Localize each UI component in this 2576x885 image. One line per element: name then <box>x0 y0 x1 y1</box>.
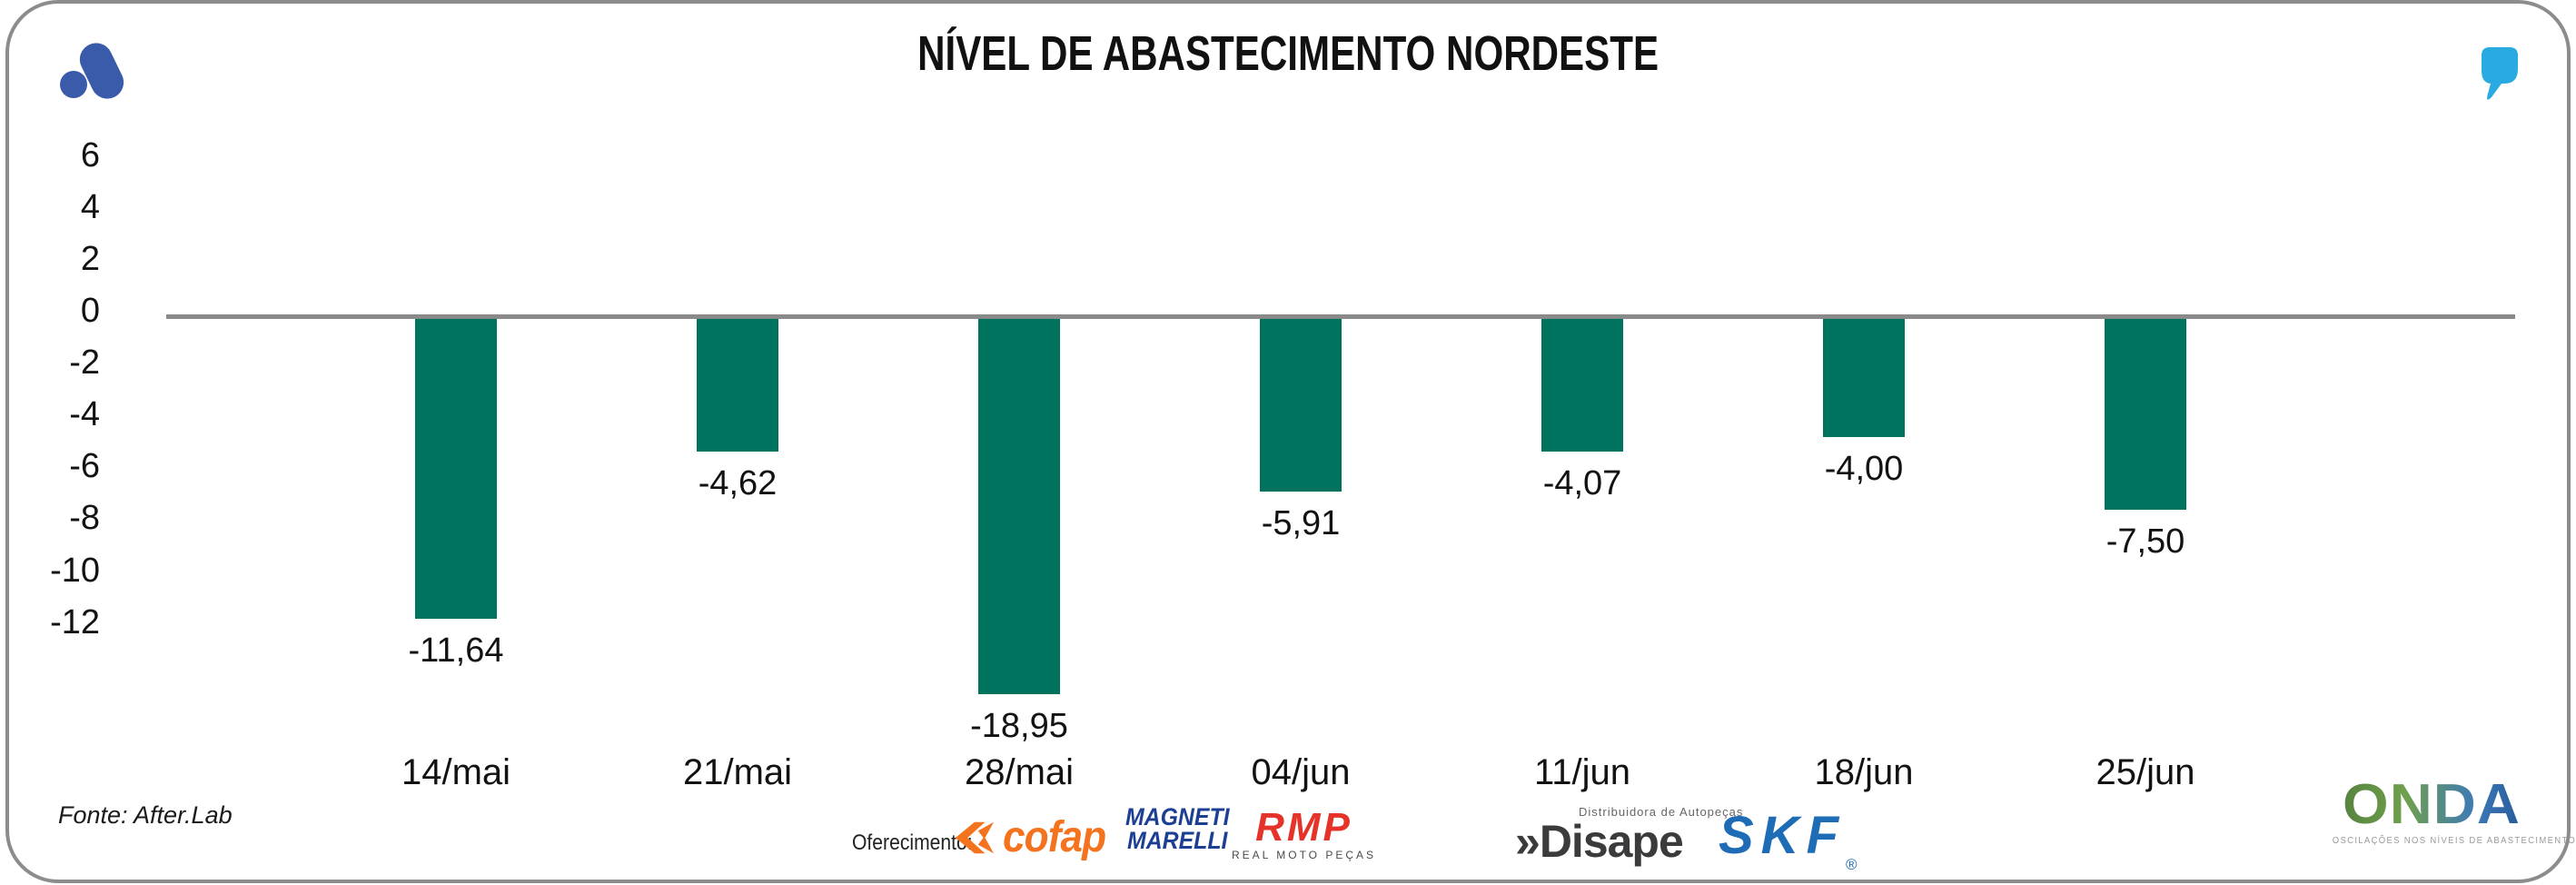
source-note: Fonte: After.Lab <box>58 801 233 829</box>
x-axis-label: 14/mai <box>401 752 511 792</box>
page-title: NÍVEL DE ABASTECIMENTO NORDESTE <box>917 26 1659 81</box>
bar-value-label: -7,50 <box>2105 522 2185 561</box>
disape-logo-text: »Disape <box>1515 819 1743 864</box>
disape-name: Disape <box>1539 816 1684 867</box>
bar-value-label: -5,91 <box>1261 504 1341 542</box>
rmp-logo: RMP REAL MOTO PEÇAS <box>1232 805 1377 862</box>
onda-logo-tagline: OSCILAÇÕES NOS NÍVEIS DE ABASTECIMENTO E… <box>2332 836 2576 846</box>
bar-value-label: -18,95 <box>970 707 1068 745</box>
bar-value-label: -4,62 <box>698 464 778 502</box>
x-axis-label: 25/jun <box>2095 752 2195 792</box>
rmp-logo-subtext: REAL MOTO PEÇAS <box>1232 849 1377 861</box>
bar-value-label: -4,00 <box>1824 450 1904 488</box>
cofap-emblem-icon <box>955 821 995 853</box>
y-axis-tick-label: 4 <box>80 187 100 226</box>
disape-logo: Distribuidora de Autopeças »Disape <box>1515 805 1743 864</box>
bar <box>1260 314 1342 492</box>
x-axis-label: 21/mai <box>682 752 793 792</box>
y-axis-tick-label: -2 <box>69 343 100 383</box>
skf-registered-mark: ® <box>1846 856 1858 873</box>
x-axis-label: 28/mai <box>964 752 1075 792</box>
skf-logo-text: SKF <box>1719 806 1846 865</box>
onda-logo: ONDA OSCILAÇÕES NOS NÍVEIS DE ABASTECIME… <box>2327 777 2576 847</box>
x-axis-label: 04/jun <box>1251 752 1351 792</box>
bar-value-label: -4,07 <box>1542 464 1622 502</box>
card-border <box>5 0 2571 883</box>
x-axis-label: 11/jun <box>1533 752 1630 792</box>
bar-value-label: -11,64 <box>408 631 504 670</box>
bar <box>978 314 1060 694</box>
y-axis-tick-label: 0 <box>80 292 100 330</box>
y-axis-tick-label: -6 <box>69 447 100 486</box>
zero-axis-line <box>166 314 2515 319</box>
rmp-logo-text: RMP <box>1255 805 1352 850</box>
skf-logo: SKF® <box>1719 810 1858 874</box>
bar <box>415 314 497 619</box>
bar <box>697 314 778 452</box>
disape-logo-subtext: Distribuidora de Autopeças <box>1579 805 1744 819</box>
chart-title-wrap: NÍVEL DE ABASTECIMENTO NORDESTE <box>0 25 2576 82</box>
onda-logo-text: ONDA <box>2322 777 2541 833</box>
cofap-logo: cofap <box>952 812 1115 862</box>
y-axis-tick-label: -8 <box>69 499 100 538</box>
disape-chevrons: » <box>1515 816 1541 867</box>
y-axis-tick-label: 6 <box>80 135 100 174</box>
afterlab-logo-icon <box>60 37 130 104</box>
bar <box>1541 314 1623 452</box>
y-axis-tick-label: -4 <box>69 395 100 434</box>
x-axis-label: 18/jun <box>1814 752 1914 792</box>
magneti-logo-line2: MARELLI <box>1127 827 1228 854</box>
magneti-logo-line1: MAGNETI <box>1125 803 1230 830</box>
sponsors-label: Oferecimento: <box>852 830 973 855</box>
y-axis-tick-label: -12 <box>50 602 100 641</box>
y-axis-tick-label: -10 <box>50 551 100 590</box>
cofap-logo-text: cofap <box>1003 813 1106 861</box>
quote-icon <box>2482 47 2518 100</box>
bar <box>2105 314 2186 510</box>
y-axis-tick-label: 2 <box>80 239 100 278</box>
magneti-marelli-logo: MAGNETI MARELLI <box>1121 803 1234 854</box>
bar <box>1823 314 1905 437</box>
afterlab-logo-dot <box>60 71 87 98</box>
